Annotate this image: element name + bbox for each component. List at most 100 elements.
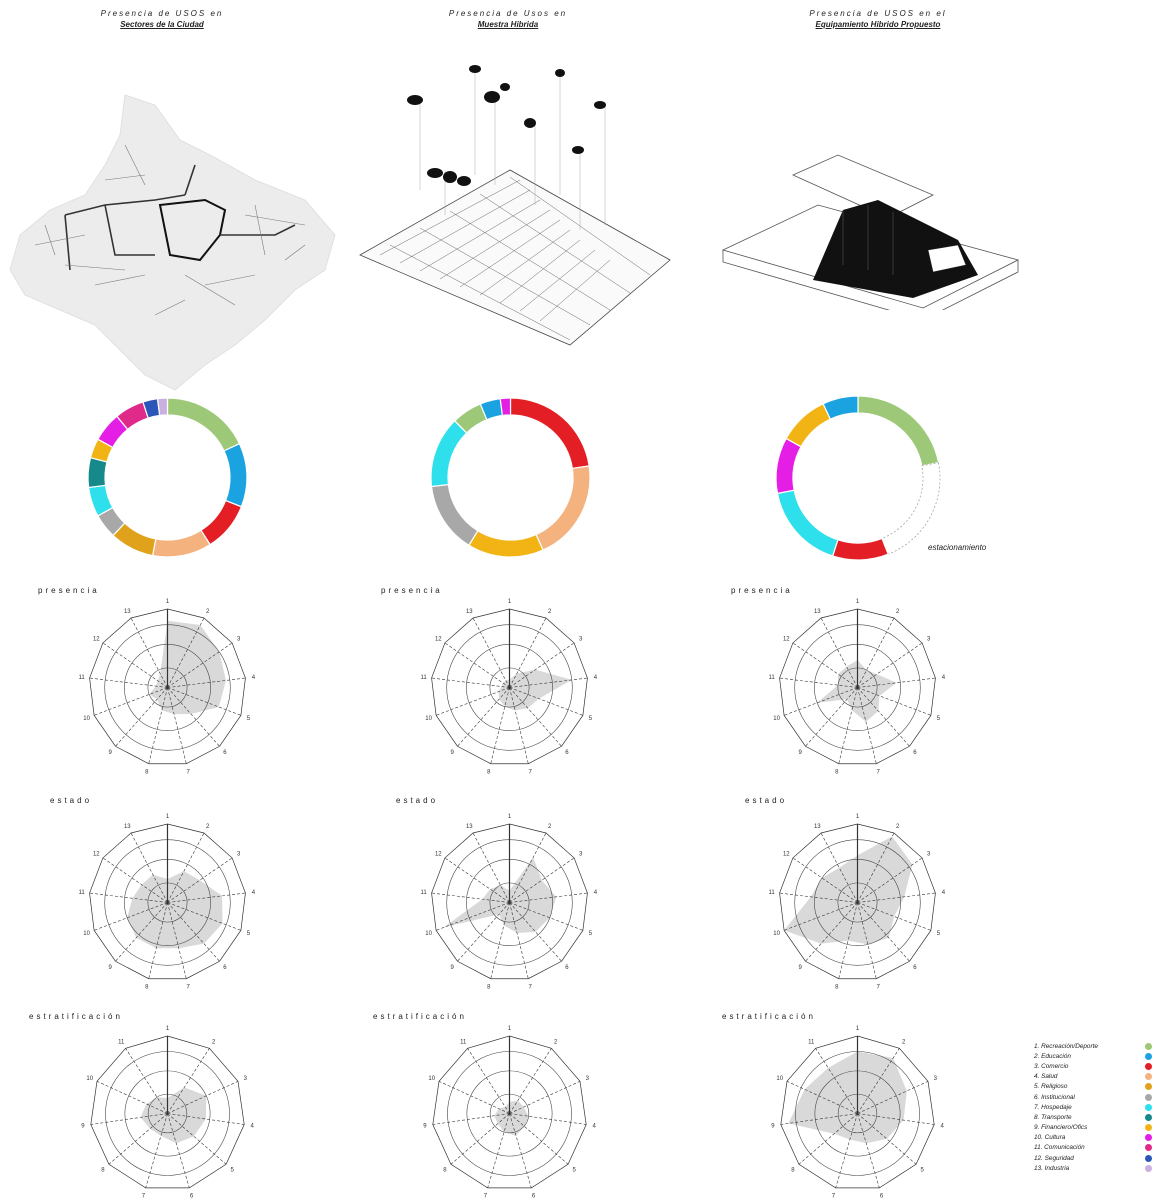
radar-spoke bbox=[780, 1113, 858, 1125]
radar-spoke bbox=[857, 1048, 900, 1114]
radar-axis-label-3: 3 bbox=[237, 636, 241, 642]
radar-spoke bbox=[820, 832, 858, 903]
radar-axis-label-1: 1 bbox=[508, 599, 512, 605]
radar-spoke bbox=[148, 902, 168, 979]
donut-slice-8 bbox=[87, 456, 108, 489]
legend-item: 11. Comunicación bbox=[1034, 1143, 1152, 1153]
radar-spoke bbox=[167, 857, 233, 903]
radar-spoke bbox=[167, 677, 246, 688]
legend-label: 7. Hospedaje bbox=[1034, 1103, 1072, 1111]
legend-swatch bbox=[1145, 1062, 1152, 1070]
section-label-estrat-3: estratificación bbox=[722, 1012, 816, 1021]
donut-slice-1 bbox=[857, 395, 940, 467]
radar-spoke bbox=[487, 1113, 510, 1188]
section-label-presencia-3: presencia bbox=[731, 586, 793, 595]
donut-slice-9 bbox=[785, 403, 832, 448]
radar-spoke bbox=[857, 677, 936, 688]
radar-axis-label-8: 8 bbox=[791, 1167, 795, 1173]
radar-spoke bbox=[779, 892, 858, 903]
legend-swatch bbox=[1145, 1113, 1152, 1121]
donut-slice-4 bbox=[151, 529, 211, 558]
radar-spoke bbox=[857, 1081, 929, 1114]
radar-axis-label-5: 5 bbox=[937, 931, 941, 937]
donut-slice-7 bbox=[430, 419, 468, 488]
title-line-1: Presencia de Usos en bbox=[448, 9, 568, 18]
radar-frame bbox=[432, 1035, 587, 1189]
radar-spoke bbox=[509, 1048, 552, 1114]
radar-estrat-city: 1 2 3 4 5 6 7 8 9 10 11 bbox=[81, 1026, 254, 1200]
radar-spoke bbox=[108, 1113, 168, 1165]
radar-spoke bbox=[815, 1048, 858, 1114]
legend-swatch bbox=[1145, 1154, 1152, 1162]
radar-spoke bbox=[167, 617, 205, 688]
radar-axis-label-12: 12 bbox=[435, 851, 442, 857]
radar-axis-label-9: 9 bbox=[798, 750, 802, 756]
radar-axis-label-13: 13 bbox=[466, 609, 473, 615]
radar-axis-label-10: 10 bbox=[83, 716, 90, 722]
radar-axis-label-8: 8 bbox=[835, 769, 839, 775]
radar-spoke bbox=[93, 687, 168, 716]
radar-axis-label-7: 7 bbox=[877, 984, 881, 990]
radar-axis-label-8: 8 bbox=[443, 1167, 447, 1173]
radar-spoke bbox=[167, 832, 205, 903]
radar-axis-label-2: 2 bbox=[554, 1040, 558, 1046]
radar-axis-label-1: 1 bbox=[508, 1026, 512, 1032]
radar-axis-label-1: 1 bbox=[856, 1026, 860, 1032]
legend-label: 8. Transporte bbox=[1034, 1113, 1072, 1121]
radar-spoke bbox=[857, 832, 895, 903]
radar-spoke bbox=[93, 902, 168, 931]
radar-spoke bbox=[431, 892, 510, 903]
radar-series-area bbox=[498, 669, 572, 711]
radar-axis-label-11: 11 bbox=[79, 890, 86, 896]
radar-axis-label-13: 13 bbox=[466, 824, 473, 830]
legend-item: 7. Hospedaje bbox=[1034, 1102, 1152, 1112]
radar-axis-label-6: 6 bbox=[223, 965, 227, 971]
donut-slice-10 bbox=[499, 397, 512, 417]
radar-spoke bbox=[857, 1113, 917, 1165]
radar-axis-label-4: 4 bbox=[594, 675, 598, 681]
radar-axis-label-13: 13 bbox=[814, 609, 821, 615]
radar-axis-label-8: 8 bbox=[101, 1167, 105, 1173]
legend-label: 5. Religioso bbox=[1034, 1083, 1068, 1091]
radar-series-area bbox=[443, 857, 557, 933]
donut-slice-3 bbox=[200, 499, 243, 546]
legend-swatch bbox=[1145, 1124, 1152, 1132]
radar-axis-label-7: 7 bbox=[484, 1194, 488, 1200]
radar-axis-label-1: 1 bbox=[856, 814, 860, 820]
legend-swatch bbox=[1145, 1093, 1152, 1101]
radar-axis-label-13: 13 bbox=[124, 609, 131, 615]
radar-spoke bbox=[167, 1113, 227, 1165]
radar-axis-label-11: 11 bbox=[769, 675, 776, 681]
radar-spoke bbox=[115, 902, 168, 962]
radar-spoke bbox=[857, 902, 910, 962]
radar-axis-label-5: 5 bbox=[230, 1167, 234, 1173]
legend-item: 8. Transporte bbox=[1034, 1112, 1152, 1122]
radar-spoke bbox=[835, 1113, 858, 1188]
donut-slice-estacionamiento bbox=[881, 462, 941, 555]
radar-axis-label-3: 3 bbox=[934, 1076, 938, 1082]
legend-item: 9. Financiero/Ofics bbox=[1034, 1123, 1152, 1133]
radar-axis-label-2: 2 bbox=[212, 1040, 216, 1046]
radar-spoke bbox=[509, 687, 529, 764]
legend-item: 6. Institucional bbox=[1034, 1092, 1152, 1102]
radar-spoke bbox=[435, 687, 510, 716]
radar-spoke bbox=[167, 1081, 239, 1114]
title-line-2: Equipamiento Hibrido Propuesto bbox=[815, 20, 941, 29]
radar-axis-label-4: 4 bbox=[252, 890, 256, 896]
radar-spoke bbox=[115, 687, 168, 747]
radar-spoke bbox=[167, 687, 220, 747]
radar-axis-label-12: 12 bbox=[783, 851, 790, 857]
radar-frame bbox=[90, 1035, 245, 1189]
radar-spoke bbox=[467, 1048, 510, 1114]
title-line-2: Muestra Hibrida bbox=[477, 20, 539, 29]
radar-axis-label-9: 9 bbox=[798, 965, 802, 971]
radar-spoke bbox=[89, 892, 168, 903]
radar-series-area bbox=[817, 660, 897, 722]
radar-spoke bbox=[125, 1048, 168, 1114]
column-title-1: Presencia de USOS en Sectores de la Ciud… bbox=[32, 8, 292, 30]
radar-axis-label-2: 2 bbox=[896, 824, 900, 830]
legend-item: 5. Religioso bbox=[1034, 1082, 1152, 1092]
radar-spoke bbox=[838, 902, 858, 979]
radar-axis-label-7: 7 bbox=[187, 769, 191, 775]
donut-chart-hybrid bbox=[430, 397, 591, 558]
